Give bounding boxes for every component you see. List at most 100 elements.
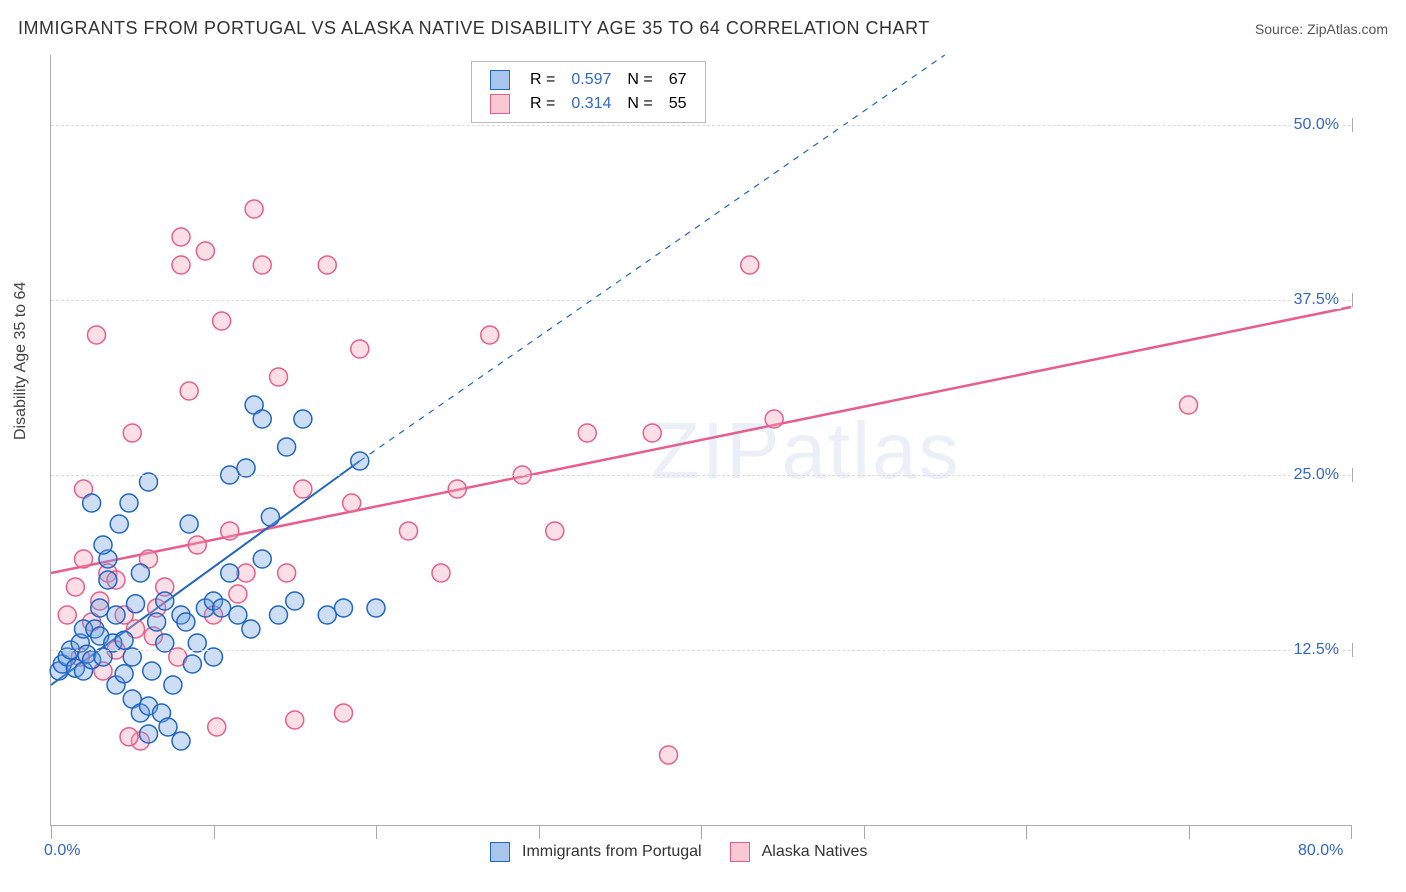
legend-n-value: 55 [661,92,695,116]
scatter-point [367,599,385,617]
legend-stats-row: R = 0.314 N = 55 [482,92,695,116]
scatter-point [481,326,499,344]
scatter-point [115,665,133,683]
x-tick [864,825,865,839]
scatter-point [120,494,138,512]
legend-series-label: Alaska Natives [762,843,868,861]
scatter-point [172,732,190,750]
scatter-point [208,718,226,736]
plot-area: ZIPatlas R = 0.597 N = 67 R = 0.314 N = … [50,55,1351,826]
scatter-point [229,585,247,603]
scatter-point [188,536,206,554]
scatter-point [99,571,117,589]
scatter-point [270,606,288,624]
scatter-point [148,613,166,631]
legend-n-label: N = [619,92,660,116]
scatter-point [110,515,128,533]
scatter-point [278,564,296,582]
y-tick-right [1352,643,1353,657]
scatter-point [159,718,177,736]
legend-stats-table: R = 0.597 N = 67 R = 0.314 N = 55 [482,68,695,116]
legend-swatch-pink [730,842,750,862]
scatter-point [180,382,198,400]
scatter-point [261,508,279,526]
scatter-point [88,326,106,344]
y-tick-right [1352,468,1353,482]
x-axis-max-label: 80.0% [1298,842,1343,860]
y-grid-label: 12.5% [1292,641,1341,659]
legend-series: Immigrants from Portugal Alaska Natives [490,842,867,862]
legend-swatch-pink [490,94,510,114]
y-axis-title: Disability Age 35 to 64 [12,282,30,440]
scatter-point [253,410,271,428]
scatter-point [643,424,661,442]
scatter-point [83,494,101,512]
legend-swatch-cell [482,68,522,92]
scatter-point [140,725,158,743]
scatter-point [213,312,231,330]
grid-line [51,300,1351,301]
scatter-point [156,592,174,610]
x-tick [1351,825,1352,839]
chart-svg [51,55,1351,825]
scatter-point [335,704,353,722]
y-grid-label: 25.0% [1292,466,1341,484]
scatter-point [318,606,336,624]
chart-title: IMMIGRANTS FROM PORTUGAL VS ALASKA NATIV… [18,18,930,39]
scatter-point [221,564,239,582]
scatter-point [335,599,353,617]
legend-stats-row: R = 0.597 N = 67 [482,68,695,92]
scatter-point [245,200,263,218]
scatter-point [131,564,149,582]
header-row: IMMIGRANTS FROM PORTUGAL VS ALASKA NATIV… [18,18,1388,39]
scatter-point [180,515,198,533]
scatter-point [343,494,361,512]
scatter-point [177,613,195,631]
legend-series-item: Alaska Natives [730,842,868,862]
scatter-point [278,438,296,456]
grid-line [51,650,1351,651]
scatter-point [765,410,783,428]
legend-r-label: R = [522,92,563,116]
scatter-point [432,564,450,582]
y-tick-right [1352,293,1353,307]
legend-swatch-blue [490,70,510,90]
scatter-point [318,256,336,274]
scatter-point [1180,396,1198,414]
scatter-point [741,256,759,274]
scatter-point [546,522,564,540]
legend-n-label: N = [619,68,660,92]
scatter-point [237,564,255,582]
scatter-point [127,595,145,613]
x-axis-min-label: 0.0% [44,842,80,860]
scatter-point [294,410,312,428]
scatter-point [294,480,312,498]
y-tick-right [1352,118,1353,132]
grid-line [51,125,1351,126]
legend-series-item: Immigrants from Portugal [490,842,702,862]
legend-stats-box: R = 0.597 N = 67 R = 0.314 N = 55 [471,61,706,123]
scatter-point [143,662,161,680]
scatter-point [400,522,418,540]
scatter-point [94,536,112,554]
x-tick [51,825,52,839]
scatter-point [448,480,466,498]
x-tick [1189,825,1190,839]
grid-line [51,475,1351,476]
scatter-point [75,550,93,568]
legend-swatch-blue [490,842,510,862]
scatter-point [253,256,271,274]
scatter-point [213,599,231,617]
legend-n-value: 67 [661,68,695,92]
source-value: ZipAtlas.com [1307,21,1388,37]
scatter-point [242,620,260,638]
scatter-point [286,711,304,729]
scatter-point [172,228,190,246]
x-tick [214,825,215,839]
scatter-point [164,676,182,694]
scatter-point [58,606,76,624]
x-tick [539,825,540,839]
scatter-point [183,655,201,673]
scatter-point [221,522,239,540]
scatter-point [578,424,596,442]
